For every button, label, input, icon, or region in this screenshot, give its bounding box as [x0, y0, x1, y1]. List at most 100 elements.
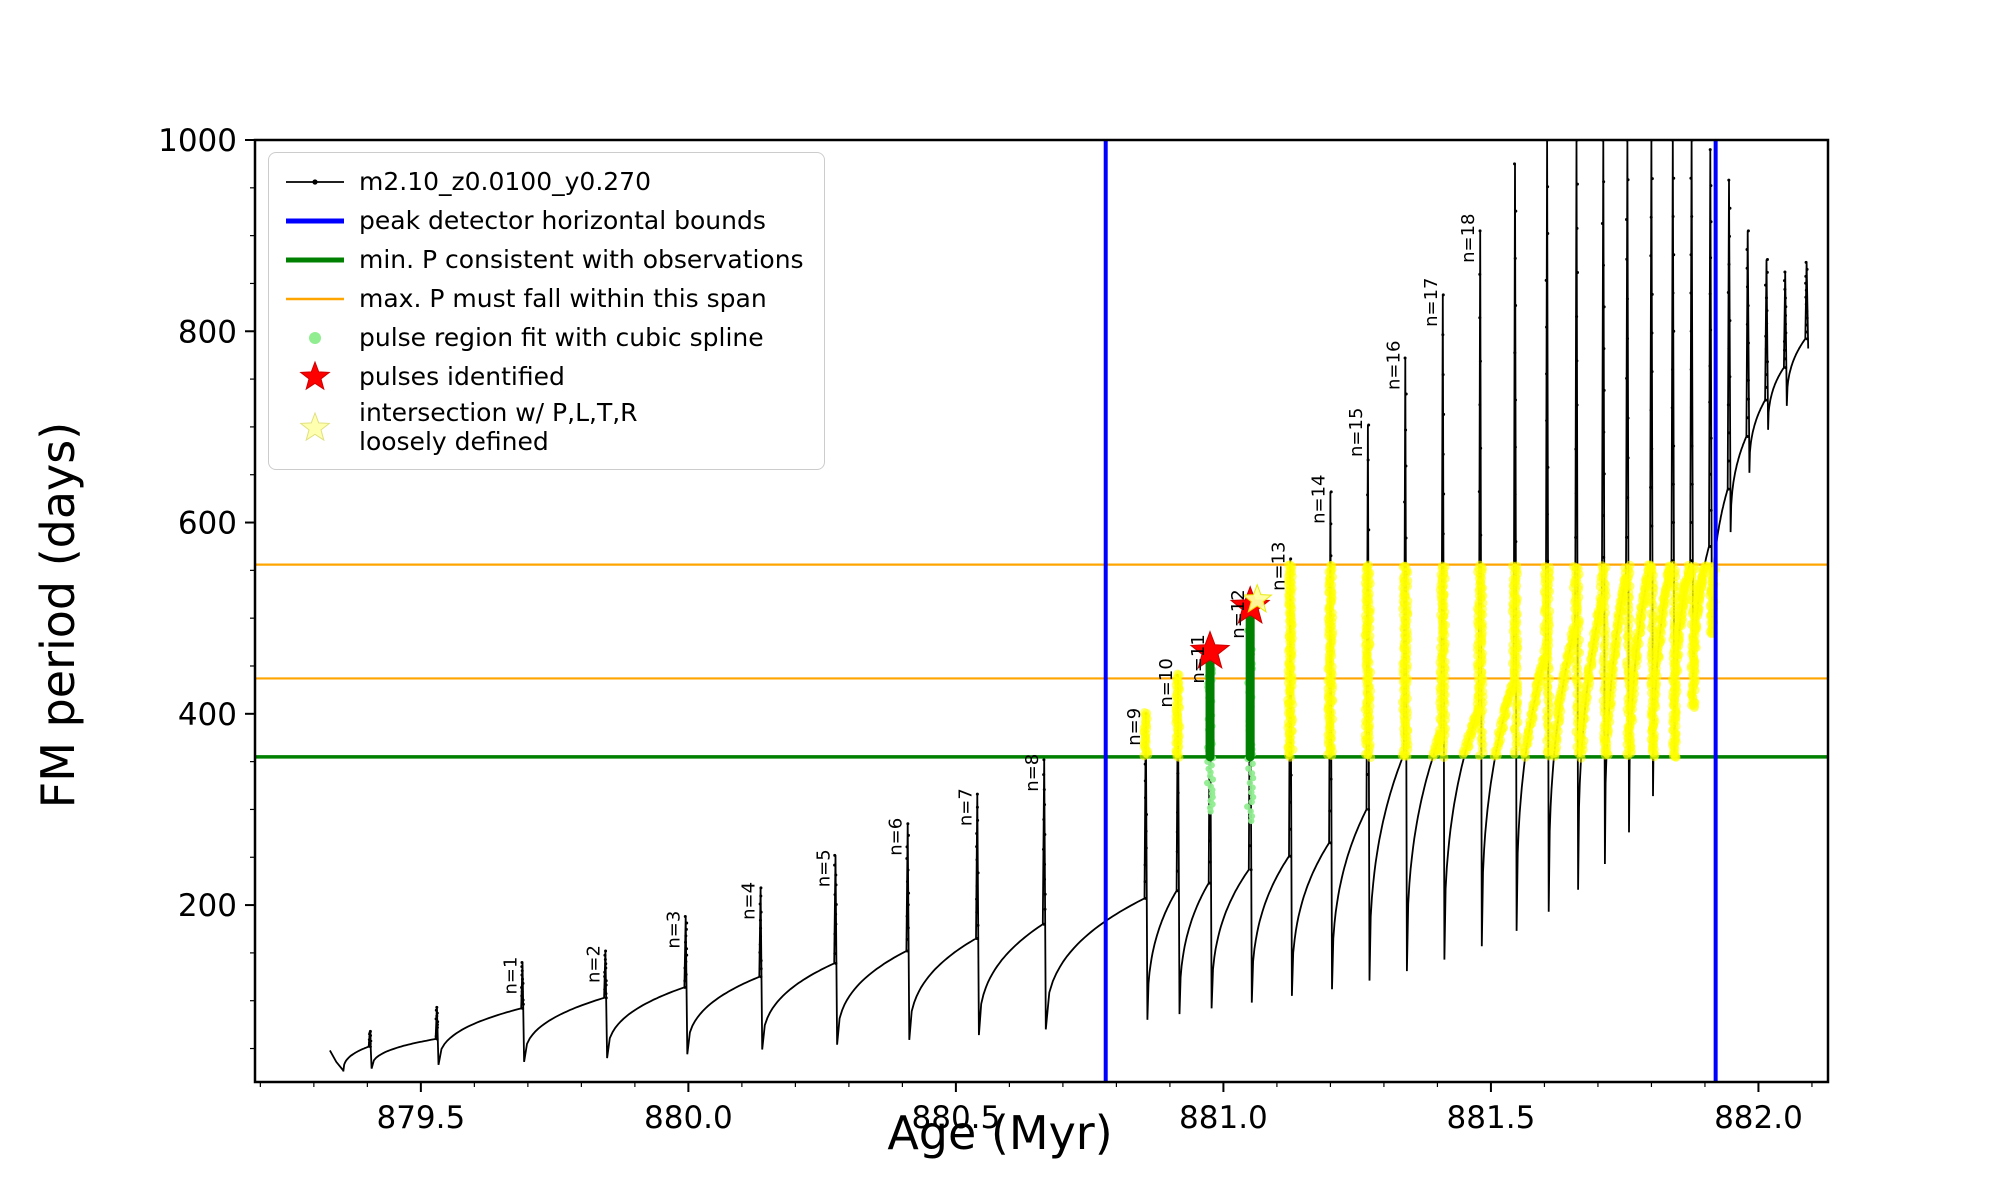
- intersection-point: [1174, 752, 1184, 762]
- series-marker: [834, 912, 838, 916]
- series-marker: [1728, 319, 1732, 323]
- series-marker: [1625, 297, 1629, 301]
- series-marker: [1545, 512, 1549, 516]
- axes: 879.5 880.0 880.5 881.0 881.5 882.0 200 400 600 8…: [158, 123, 1830, 1136]
- series-marker: [603, 975, 607, 979]
- pulse-number-label: n=10: [1156, 658, 1177, 707]
- series-marker: [1671, 521, 1675, 525]
- series-marker: [1249, 868, 1253, 872]
- series-marker: [1764, 385, 1768, 389]
- series-marker: [435, 1005, 439, 1009]
- spline-fit-point: [1246, 779, 1254, 787]
- series-marker: [1783, 287, 1787, 291]
- series-marker: [833, 893, 837, 897]
- series-marker: [1709, 508, 1713, 512]
- series-marker: [1689, 253, 1693, 257]
- series-marker: [604, 992, 608, 996]
- series-marker: [1671, 291, 1675, 295]
- x-tick-label: 880.0: [644, 1100, 733, 1136]
- series-marker: [1479, 446, 1483, 450]
- pulse-number-label: n=16: [1383, 341, 1404, 390]
- series-marker: [1043, 832, 1047, 836]
- series-marker: [1805, 316, 1809, 320]
- series-marker: [907, 891, 911, 895]
- series-marker: [1689, 406, 1693, 410]
- y-axis-label: FM period (days): [31, 421, 85, 809]
- series-marker: [1329, 490, 1333, 494]
- series-marker: [905, 937, 909, 941]
- intersection-point: [1285, 752, 1295, 762]
- spline-fit-point: [1248, 770, 1256, 777]
- series-marker: [1403, 500, 1407, 504]
- series-marker: [1143, 896, 1147, 900]
- y-tick-label: 400: [178, 697, 237, 733]
- series-marker: [1042, 922, 1046, 926]
- series-marker: [1574, 491, 1578, 495]
- pulse-number-label: n=13: [1268, 541, 1289, 590]
- series-marker: [1689, 368, 1693, 372]
- series-marker: [520, 977, 524, 981]
- series-marker: [1727, 431, 1731, 435]
- series-marker: [1626, 496, 1630, 500]
- y-tick-label: 1000: [158, 123, 237, 159]
- series-marker: [1143, 779, 1147, 783]
- series-marker: [1650, 447, 1654, 451]
- series-marker: [1727, 178, 1731, 182]
- series-marker: [1649, 215, 1653, 219]
- series-marker: [1746, 360, 1750, 364]
- series-marker: [1649, 408, 1653, 412]
- series-marker: [604, 966, 608, 970]
- series-marker: [1366, 493, 1370, 497]
- legend-entry: pulses identified: [283, 360, 804, 394]
- pulse-number-label: n=6: [886, 818, 907, 856]
- x-tick-label: 882.0: [1714, 1100, 1803, 1136]
- series-marker: [683, 979, 687, 983]
- series-marker: [1782, 279, 1786, 283]
- series-marker: [1726, 403, 1730, 407]
- x-tick-label: 881.0: [1179, 1100, 1268, 1136]
- series-marker: [1043, 862, 1047, 866]
- series-marker: [1805, 330, 1809, 334]
- y-tick-label: 600: [178, 506, 237, 542]
- series-marker: [1602, 388, 1606, 392]
- series-marker: [1650, 292, 1654, 296]
- series-marker: [1404, 428, 1408, 432]
- series-marker: [759, 959, 763, 963]
- series-marker: [1328, 809, 1332, 813]
- series-marker: [833, 863, 837, 867]
- series-marker: [1746, 378, 1750, 382]
- pulse-number-label: n=17: [1421, 277, 1442, 326]
- series-marker: [604, 949, 608, 953]
- series-marker: [604, 962, 608, 966]
- series-marker: [1546, 232, 1550, 236]
- peak-bound-lines: [1103, 140, 1718, 1082]
- intersection-point: [1439, 752, 1449, 762]
- series-marker: [905, 880, 909, 884]
- series-marker: [1574, 535, 1578, 539]
- series-marker: [604, 979, 608, 983]
- series-marker: [1513, 162, 1517, 166]
- series-marker: [834, 902, 838, 906]
- spline-fit-point: [1244, 803, 1251, 810]
- series-marker: [1745, 248, 1749, 252]
- series-marker: [1175, 850, 1179, 854]
- series-marker: [1708, 364, 1712, 368]
- series-marker: [834, 873, 838, 877]
- series-marker: [684, 940, 688, 944]
- series-marker: [1728, 234, 1732, 238]
- series-marker: [1726, 290, 1730, 294]
- series-marker: [1043, 803, 1047, 807]
- series-marker: [1175, 830, 1179, 834]
- series-marker: [1601, 514, 1605, 518]
- series-marker: [1765, 258, 1769, 262]
- pulse-number-label: n=12: [1228, 589, 1249, 638]
- series-marker: [1625, 337, 1629, 341]
- series-marker: [435, 1011, 439, 1015]
- series-marker: [975, 884, 979, 888]
- legend-label: max. P must fall within this span: [359, 283, 767, 313]
- series-marker: [1576, 270, 1580, 274]
- series-marker: [1708, 148, 1712, 152]
- spline-fit-point: [1247, 808, 1254, 815]
- series-marker: [1727, 262, 1731, 266]
- pulse-regions: [1189, 583, 1273, 825]
